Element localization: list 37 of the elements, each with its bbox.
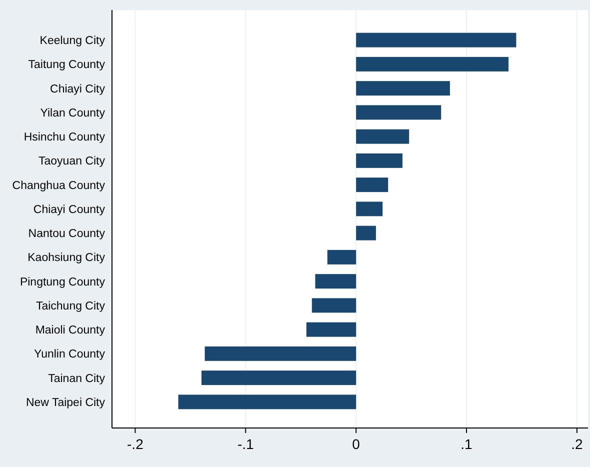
y-tick-label: Maioli County	[35, 324, 106, 337]
bar	[356, 32, 516, 48]
y-tick-label: Taitung County	[28, 59, 106, 72]
bar	[312, 298, 356, 313]
y-tick-label: Yunlin County	[34, 348, 106, 361]
y-tick-label: Chiayi County	[33, 204, 106, 216]
bar	[201, 370, 356, 386]
y-tick-label: Taichung City	[36, 300, 106, 312]
bar	[356, 178, 388, 192]
y-tick-label: Changhua County	[12, 180, 106, 192]
bar	[356, 81, 450, 96]
y-tick-label: Pingtung County	[20, 276, 106, 288]
y-tick-label: Hsinchu County	[24, 132, 106, 144]
bar	[356, 56, 508, 72]
x-tick-label: .2	[571, 436, 583, 452]
bar	[356, 129, 410, 144]
y-tick-label: Kaohsiung City	[28, 252, 106, 264]
y-tick-label: New Taipei City	[26, 396, 106, 409]
bar	[306, 322, 356, 337]
y-tick-label: Tainan City	[48, 372, 106, 385]
bar	[327, 250, 356, 264]
bar	[315, 274, 356, 289]
bar	[356, 105, 442, 120]
y-tick-label: Yilan County	[40, 107, 106, 120]
bar	[178, 394, 356, 410]
y-tick-label: Nantou County	[28, 228, 106, 240]
x-tick-label: 0	[352, 436, 360, 452]
x-tick-label: .1	[460, 436, 473, 452]
bar	[356, 153, 402, 168]
bar	[204, 346, 356, 361]
y-tick-label: Chiayi City	[50, 83, 106, 96]
y-tick-label: Keelung City	[40, 35, 106, 48]
y-tick-label: Taoyuan City	[38, 156, 106, 168]
x-tick-label: -.1	[237, 436, 254, 452]
bar	[356, 226, 376, 240]
x-tick-label: -.2	[127, 436, 144, 452]
bar	[356, 202, 383, 216]
